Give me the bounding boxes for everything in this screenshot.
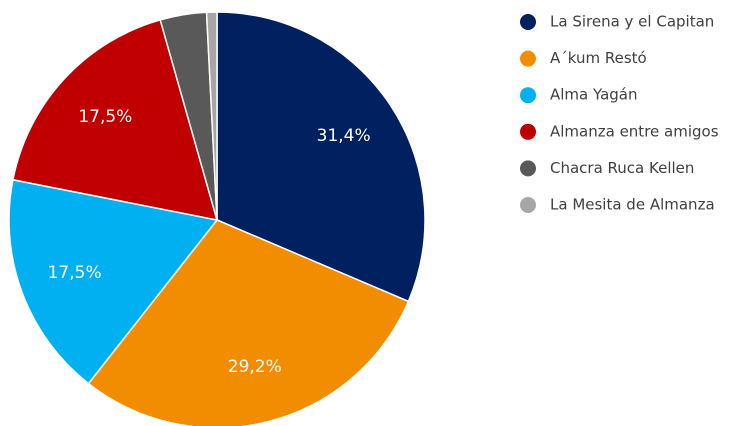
data-label: 29,2% xyxy=(228,357,282,377)
legend-label: La Sirena y el Capitan xyxy=(550,13,714,31)
legend-marker xyxy=(520,197,536,213)
legend-marker xyxy=(520,160,536,177)
data-label: 17,5% xyxy=(48,263,102,283)
pie-slice xyxy=(205,11,218,221)
legend-label: Almanza entre amigos xyxy=(550,122,719,140)
legend-label: Alma Yagán xyxy=(550,86,638,104)
pie-slice xyxy=(87,219,410,426)
legend-marker xyxy=(520,50,536,67)
legend-label: Chacra Ruca Kellen xyxy=(550,159,694,177)
data-label: 17,5% xyxy=(78,107,132,127)
pie-slice xyxy=(8,178,219,385)
legend-label: La Mesita de Almanza xyxy=(550,196,715,214)
data-label: 31,4% xyxy=(317,126,371,146)
pie-slice xyxy=(216,11,426,303)
pie-slice xyxy=(12,18,219,221)
legend-label: A´kum Restó xyxy=(550,49,647,67)
legend-marker xyxy=(520,123,536,140)
legend-marker xyxy=(520,14,536,30)
legend-marker xyxy=(520,87,536,104)
